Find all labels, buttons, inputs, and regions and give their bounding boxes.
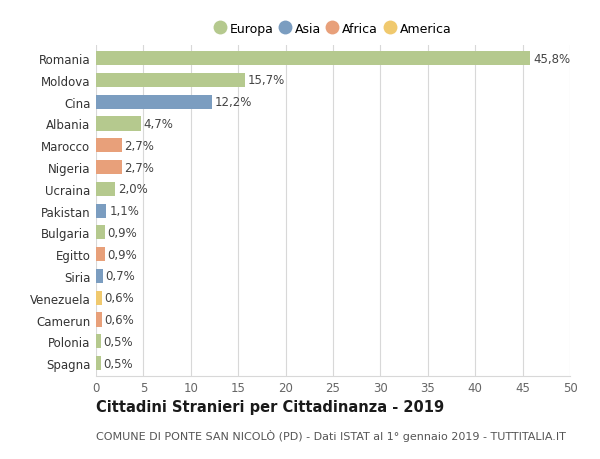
- Bar: [96, 161, 122, 175]
- Bar: [96, 182, 115, 196]
- Bar: [96, 73, 245, 88]
- Text: 2,7%: 2,7%: [124, 161, 154, 174]
- Bar: [96, 204, 106, 218]
- Bar: [96, 247, 104, 262]
- Bar: [96, 226, 104, 240]
- Bar: [96, 291, 101, 305]
- Text: 0,6%: 0,6%: [104, 291, 134, 305]
- Bar: [96, 356, 101, 370]
- Text: 0,5%: 0,5%: [104, 357, 133, 370]
- Text: 0,9%: 0,9%: [107, 226, 137, 239]
- Text: 2,7%: 2,7%: [124, 140, 154, 152]
- Text: 0,9%: 0,9%: [107, 248, 137, 261]
- Text: 0,7%: 0,7%: [106, 270, 135, 283]
- Bar: [96, 95, 212, 110]
- Text: 12,2%: 12,2%: [215, 96, 252, 109]
- Bar: [96, 52, 530, 66]
- Legend: Europa, Asia, Africa, America: Europa, Asia, Africa, America: [211, 19, 455, 39]
- Text: Cittadini Stranieri per Cittadinanza - 2019: Cittadini Stranieri per Cittadinanza - 2…: [96, 399, 444, 414]
- Bar: [96, 117, 140, 131]
- Bar: [96, 335, 101, 349]
- Text: 0,5%: 0,5%: [104, 335, 133, 348]
- Text: 45,8%: 45,8%: [533, 52, 570, 66]
- Text: 15,7%: 15,7%: [248, 74, 285, 87]
- Text: 4,7%: 4,7%: [143, 118, 173, 131]
- Bar: [96, 313, 101, 327]
- Bar: [96, 269, 103, 283]
- Text: COMUNE DI PONTE SAN NICOLÒ (PD) - Dati ISTAT al 1° gennaio 2019 - TUTTITALIA.IT: COMUNE DI PONTE SAN NICOLÒ (PD) - Dati I…: [96, 429, 566, 441]
- Text: 1,1%: 1,1%: [109, 205, 139, 218]
- Text: 0,6%: 0,6%: [104, 313, 134, 326]
- Text: 2,0%: 2,0%: [118, 183, 148, 196]
- Bar: [96, 139, 122, 153]
